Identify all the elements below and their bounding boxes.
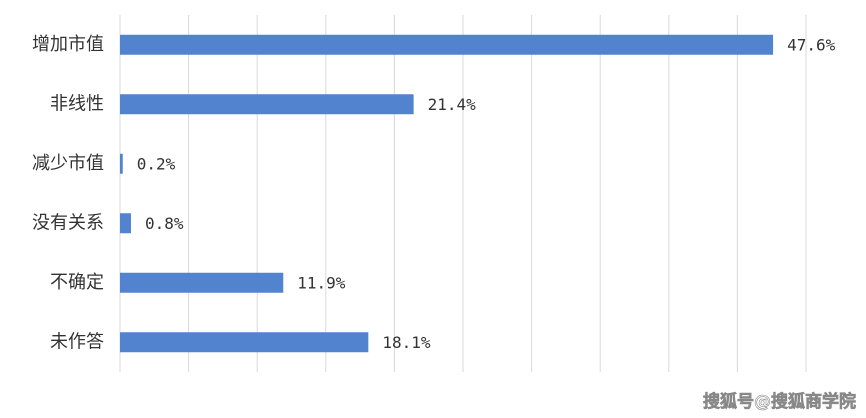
y-tick-label: 增加市值 [32,34,104,55]
bar [120,34,774,55]
value-label: 11.9% [297,273,346,292]
watermark: 搜狐号@搜狐商学院 [703,391,856,412]
value-label: 47.6% [787,35,836,54]
bar [120,153,123,174]
y-tick-label: 没有关系 [32,212,104,233]
y-tick-label: 未作答 [50,331,104,352]
y-tick-label: 减少市值 [32,153,104,174]
bar [120,94,414,115]
value-label: 0.2% [137,154,176,173]
bar [120,213,131,234]
y-tick-label: 不确定 [50,272,104,293]
y-tick-label: 非线性 [50,93,104,114]
bar [120,272,284,293]
bar [120,332,369,353]
value-label: 18.1% [382,333,431,352]
value-label: 0.8% [145,214,184,233]
value-label: 21.4% [428,95,477,114]
